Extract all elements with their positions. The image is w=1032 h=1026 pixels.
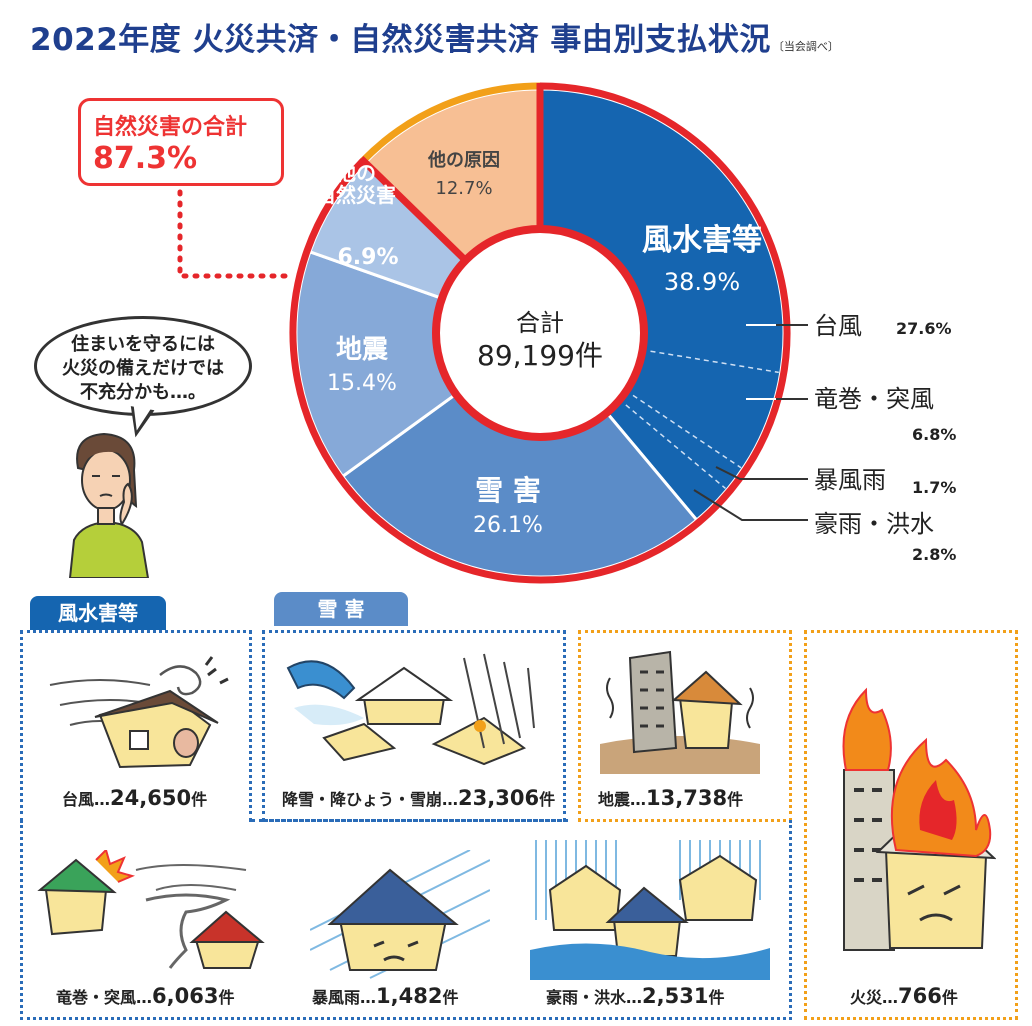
caption-earthquake: 地震…13,738件 (598, 786, 743, 810)
label-fusuigai-pct: 38.9% (664, 268, 740, 296)
caption-earthquake-count: 13,738 (646, 786, 728, 810)
caption-tornado-unit: 件 (218, 988, 235, 1007)
caption-tornado-count: 6,063 (152, 984, 219, 1008)
tab-fusuigai: 風水害等 (30, 596, 166, 630)
other-ring (360, 82, 541, 163)
label-snow: 雪 害 (475, 474, 541, 507)
breakdown-label-storm: 暴風雨 (814, 466, 886, 494)
breakdown-divider-2 (632, 394, 742, 469)
breakdown-pct-flood: 2.8% (912, 545, 956, 564)
caption-storm-unit: 件 (442, 988, 459, 1007)
label-snow-pct: 26.1% (473, 513, 543, 538)
caption-fire-unit: 件 (941, 988, 958, 1007)
caption-earthquake-unit: 件 (727, 790, 744, 809)
caption-flood-count: 2,531 (642, 984, 709, 1008)
caption-tornado-label: 竜巻・突風… (56, 988, 153, 1007)
breakdown-pct-typhoon: 27.6% (896, 319, 952, 338)
caption-storm: 暴風雨…1,482件 (312, 984, 458, 1008)
center-label: 合計 (516, 309, 564, 337)
panel-typhoon (20, 630, 252, 822)
callout-value: 87.3% (93, 141, 198, 176)
caption-flood: 豪雨・洪水…2,531件 (546, 984, 724, 1008)
caption-earthquake-label: 地震… (598, 790, 647, 809)
label-earthquake-pct: 15.4% (327, 371, 397, 396)
breakdown-pct-storm: 1.7% (912, 478, 956, 497)
ring-boundary-2 (358, 155, 467, 262)
caption-snow-label: 降雪・降ひょう・雪崩… (282, 790, 459, 809)
caption-flood-label: 豪雨・洪水… (546, 988, 643, 1007)
title-text: 2022年度 火災共済・自然災害共済 事由別支払状況 (30, 22, 771, 58)
snow-illustration (286, 653, 535, 766)
fire-illustration (842, 687, 996, 951)
caption-fire: 火災…766件 (850, 984, 958, 1008)
storm-illustration (310, 850, 490, 979)
tornado-illustration (37, 850, 265, 969)
earthquake-illustration (600, 650, 760, 774)
natural-ring (289, 82, 791, 584)
leader-storm (715, 466, 808, 480)
caption-storm-count: 1,482 (376, 984, 443, 1008)
caption-fire-count: 766 (898, 984, 942, 1008)
flood-illustration (530, 840, 770, 980)
speech-line-1: 住まいを守るには (71, 334, 215, 355)
speech-bubble-text: 住まいを守るには 火災の備えだけでは 不充分かも…。 (37, 333, 249, 405)
label-other-cause: 他の原因 (427, 149, 500, 171)
caption-snow-unit: 件 (539, 790, 556, 809)
center-value: 89,199件 (477, 339, 603, 372)
panel-fire (804, 630, 1018, 1020)
panel-wind-rain (20, 820, 792, 1020)
label-other-natural-line-2: 自然災害 (316, 183, 396, 207)
label-other-natural-pct: 6.9% (337, 245, 398, 270)
inner-ring (432, 225, 648, 441)
breakdown-pct-tornado: 6.8% (912, 425, 956, 444)
label-earthquake: 地震 (336, 335, 389, 365)
breakdown-label-flood: 豪雨・洪水 (814, 510, 934, 538)
caption-snow: 降雪・降ひょう・雪崩…23,306件 (282, 786, 555, 810)
page-title: 2022年度 火災共済・自然災害共済 事由別支払状況 〔当会調べ〕 (30, 14, 839, 59)
woman-illustration (68, 432, 150, 578)
label-fusuigai: 風水害等 (642, 223, 762, 258)
caption-storm-label: 暴風雨… (312, 988, 377, 1007)
label-other-natural-line-1: 他の (335, 161, 376, 185)
caption-typhoon-label: 台風… (62, 790, 111, 809)
panel-divider (252, 819, 568, 822)
natural-disaster-total-callout: 自然災害の合計 87.3% (78, 98, 284, 186)
caption-fire-label: 火災… (850, 988, 899, 1007)
breakdown-divider-3 (625, 404, 726, 490)
caption-typhoon: 台風…24,650件 (62, 786, 207, 810)
breakdown-label-typhoon: 台風 (814, 312, 862, 340)
speech-bubble: 住まいを守るには 火災の備えだけでは 不充分かも…。 (34, 316, 252, 416)
callout-label: 自然災害の合計 (93, 115, 248, 140)
panel-earthquake (578, 630, 792, 822)
typhoon-illustration (49, 656, 229, 769)
speech-line-3: 不充分かも…。 (80, 382, 206, 403)
leader-flood (693, 489, 808, 521)
breakdown-divider-1 (650, 350, 779, 374)
speech-line-2: 火災の備えだけでは (62, 358, 224, 379)
title-note: 〔当会調べ〕 (772, 40, 839, 53)
caption-typhoon-count: 24,650 (110, 786, 192, 810)
caption-typhoon-unit: 件 (191, 790, 208, 809)
caption-tornado: 竜巻・突風…6,063件 (56, 984, 234, 1008)
caption-snow-count: 23,306 (458, 786, 540, 810)
label-other-cause-pct: 12.7% (435, 178, 492, 199)
tab-snow: 雪 害 (274, 592, 408, 626)
callout-connector (177, 189, 297, 279)
caption-flood-unit: 件 (708, 988, 725, 1007)
breakdown-label-tornado: 竜巻・突風 (814, 385, 934, 413)
